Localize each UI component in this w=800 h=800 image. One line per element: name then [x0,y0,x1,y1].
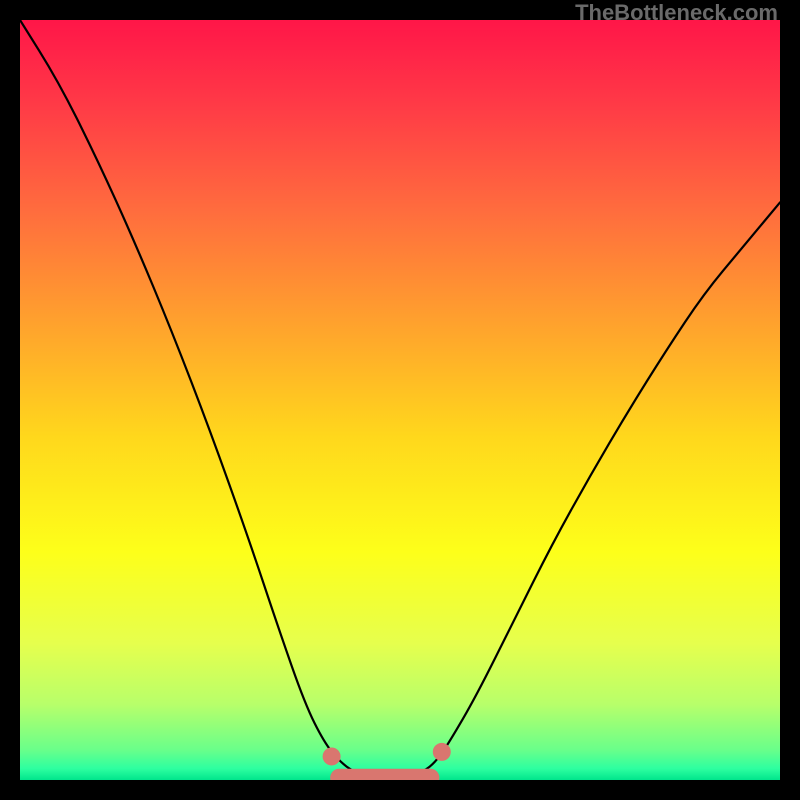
chart-svg [20,20,780,780]
highlight-dot-0 [323,747,341,765]
highlight-dot-1 [433,743,451,761]
plot-area [20,20,780,780]
chart-frame: TheBottleneck.com [0,0,800,800]
bottleneck-curve [20,20,780,778]
highlight-markers [323,743,451,778]
watermark-text: TheBottleneck.com [575,0,778,26]
